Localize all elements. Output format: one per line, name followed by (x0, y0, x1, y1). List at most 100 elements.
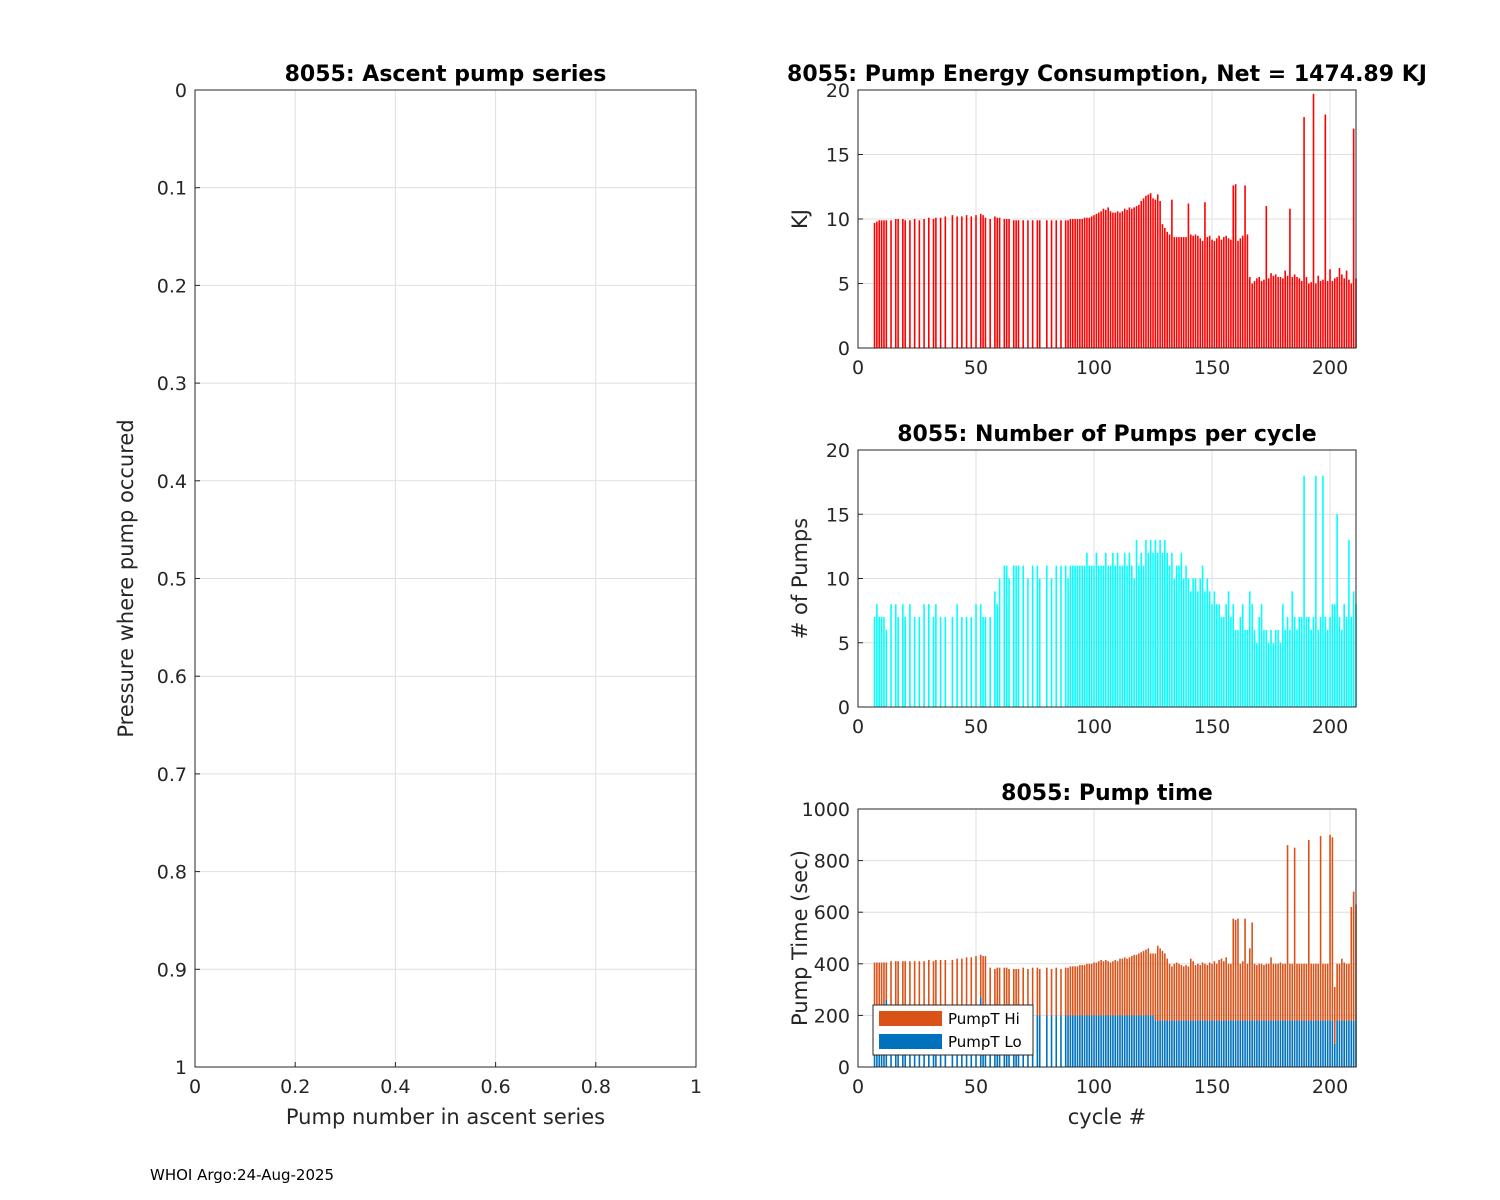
pumps-bar (1149, 539, 1152, 707)
x-tick-label: 0 (852, 1076, 864, 1098)
pumpt-hi-bar (918, 961, 921, 1016)
pumpt-hi-bar (928, 959, 930, 1016)
pumpt-lo-bar (1305, 1020, 1308, 1067)
pumps-bar (1329, 617, 1331, 707)
pumpt-hi-bar (979, 954, 982, 998)
pumps-bar (1031, 565, 1034, 707)
pumpt-hi-bar (1218, 959, 1220, 1021)
energy-bar (1270, 273, 1272, 348)
pumpt-lo-bar (1258, 1020, 1261, 1067)
pumpt-hi-bar (1253, 963, 1256, 1021)
pumps-bar (1097, 565, 1100, 707)
pumpt-hi-bar (1272, 963, 1275, 1021)
pumps-bar (1223, 617, 1225, 707)
x-tick-label: 0 (852, 357, 864, 379)
pumpt-hi-bar (1090, 963, 1093, 1016)
pumpt-hi-bar (1097, 961, 1100, 1016)
energy-bar (1178, 237, 1180, 348)
pumptime-title: 8055: Pump time (1001, 781, 1213, 806)
pumpt-lo-bar (1055, 1015, 1058, 1067)
pumpt-hi-bar (1003, 967, 1006, 1016)
pumpt-lo-bar (1079, 1015, 1081, 1067)
pumps-bar (1324, 617, 1327, 707)
pumps-bar (1215, 604, 1218, 707)
pumps-bar (1251, 604, 1253, 707)
pumpt-hi-bar (1130, 956, 1133, 1016)
pumpt-hi-bar (1079, 965, 1081, 1016)
pumpt-hi-bar (1251, 922, 1253, 1021)
pumpt-hi-bar (1180, 965, 1183, 1021)
energy-tick-labels: 0 50 100 150 200 0 5 10 15 20 (826, 80, 1348, 379)
pumpt-lo-bar (1234, 1020, 1237, 1067)
pumpt-lo-bar (1244, 1020, 1246, 1067)
pumpt-lo-bar (1272, 1020, 1275, 1067)
pumpt-hi-bar (1166, 958, 1168, 1021)
pumps-bar (1180, 552, 1183, 707)
energy-bar (897, 219, 899, 348)
energy-bar (1069, 219, 1072, 348)
energy-bar (1256, 278, 1258, 348)
pumpt-hi-bar (1232, 918, 1235, 1021)
ascent-grid (194, 89, 697, 1068)
energy-bar (1180, 237, 1183, 348)
pumps-bar (1102, 565, 1105, 707)
energy-bar (1265, 206, 1268, 348)
pumps-bar (1116, 552, 1119, 707)
pumpt-lo-bar (1324, 1020, 1327, 1067)
energy-bar (1300, 280, 1303, 348)
pumps-bar (1253, 629, 1256, 707)
pumps-bar (1197, 591, 1199, 707)
energy-bar (1248, 277, 1251, 348)
y-tick-label: 0.8 (157, 862, 187, 884)
pumps-bar (904, 617, 907, 707)
pumps-bar (1142, 565, 1145, 707)
energy-bar (1145, 195, 1147, 348)
pumps-bar (994, 591, 996, 707)
pumptime-legend: PumpT Hi PumpT Lo (872, 1004, 1034, 1056)
pumpt-lo-bar (1319, 1020, 1322, 1067)
pumpt-hi-bar (1156, 945, 1159, 1021)
y-tick-label: 5 (838, 274, 850, 296)
pumps-bar (1145, 539, 1147, 707)
pumpt-hi-bar (1145, 949, 1147, 1016)
energy-bar (1133, 207, 1135, 348)
ascent-title: 8055: Ascent pump series (285, 62, 607, 87)
pumpt-hi-bar (1223, 961, 1225, 1021)
pumpt-hi-bar (935, 959, 937, 1016)
pumpt-lo-bar (1296, 1020, 1298, 1067)
pumps-bar (1350, 617, 1353, 707)
pumpt-hi-bar (876, 962, 878, 1016)
pumpt-lo-bar (1223, 1020, 1225, 1067)
pumpt-lo-bar (1178, 1020, 1180, 1067)
energy-bar (1022, 220, 1025, 348)
pumps-bar (1156, 552, 1159, 707)
pumpt-lo-bar (1329, 1020, 1331, 1067)
energy-bar (1175, 237, 1178, 348)
pumps-bar (1161, 552, 1164, 707)
pumps-bar (1140, 552, 1143, 707)
pumpt-lo-bar (1097, 1015, 1100, 1067)
pumpt-hi-bar (1241, 961, 1244, 1021)
pumps-bar (1343, 604, 1345, 707)
pumptime-x-label: cycle # (1068, 1105, 1147, 1129)
pumps-bar (1093, 565, 1095, 707)
y-tick-label: 20 (826, 440, 850, 462)
energy-bar (883, 220, 885, 348)
energy-bar (913, 219, 916, 348)
pumpt-lo-bar (1282, 1020, 1284, 1067)
energy-bar (979, 213, 982, 348)
x-tick-label: 50 (964, 1076, 988, 1098)
pumpt-hi-bar (1005, 967, 1008, 1016)
energy-bar (880, 220, 883, 348)
pumps-bar (1232, 604, 1235, 707)
pumps-bar (1305, 617, 1308, 707)
pumpt-lo-bar (1206, 1020, 1209, 1067)
pumps-bar (1341, 629, 1343, 707)
pumpt-hi-bar (939, 959, 942, 1016)
pumpt-hi-bar (1187, 966, 1190, 1021)
y-tick-label: 0.2 (157, 275, 187, 297)
energy-bar (1171, 199, 1173, 348)
pumps-bar (1071, 565, 1074, 707)
energy-bar (1291, 277, 1294, 348)
pumpt-hi-bar (1291, 963, 1294, 1021)
